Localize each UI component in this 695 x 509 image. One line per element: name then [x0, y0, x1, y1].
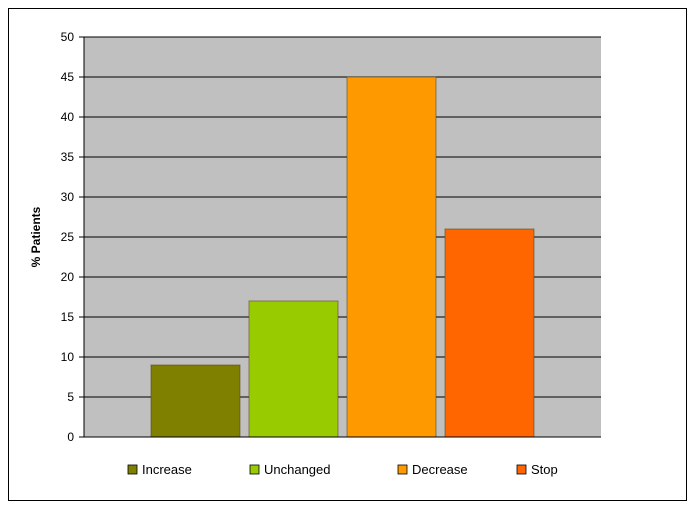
legend-swatch-increase: [127, 464, 138, 475]
y-tick-label: 20: [61, 270, 75, 284]
legend-label-unchanged: Unchanged: [264, 462, 331, 477]
bar-unchanged: [248, 300, 339, 438]
legend-label-decrease: Decrease: [412, 462, 468, 477]
y-tick-label: 35: [61, 150, 75, 164]
y-tick-label: 45: [61, 70, 75, 84]
bar-increase: [150, 364, 241, 438]
legend-swatch-stop: [516, 464, 527, 475]
y-tick-label: 10: [61, 350, 75, 364]
legend-swatch-unchanged: [249, 464, 260, 475]
legend-swatch-decrease: [397, 464, 408, 475]
y-tick-label: 5: [67, 390, 74, 404]
y-axis-label: % Patients: [29, 206, 43, 267]
y-tick-label: 15: [61, 310, 75, 324]
y-tick-label: 30: [61, 190, 75, 204]
bar-stop: [444, 228, 535, 438]
y-tick-label: 25: [61, 230, 75, 244]
legend-label-increase: Increase: [142, 462, 192, 477]
bar-decrease: [346, 76, 437, 438]
legend: Increase Unchanged Decrease Stop: [127, 462, 558, 477]
y-tick-label: 0: [67, 430, 74, 444]
legend-label-stop: Stop: [531, 462, 558, 477]
y-tick-label: 50: [61, 30, 75, 44]
y-axis-ticks: 0 5 10 15 20 25 30 35 40 45 50: [61, 30, 84, 444]
bars: [150, 76, 535, 438]
y-tick-label: 40: [61, 110, 75, 124]
